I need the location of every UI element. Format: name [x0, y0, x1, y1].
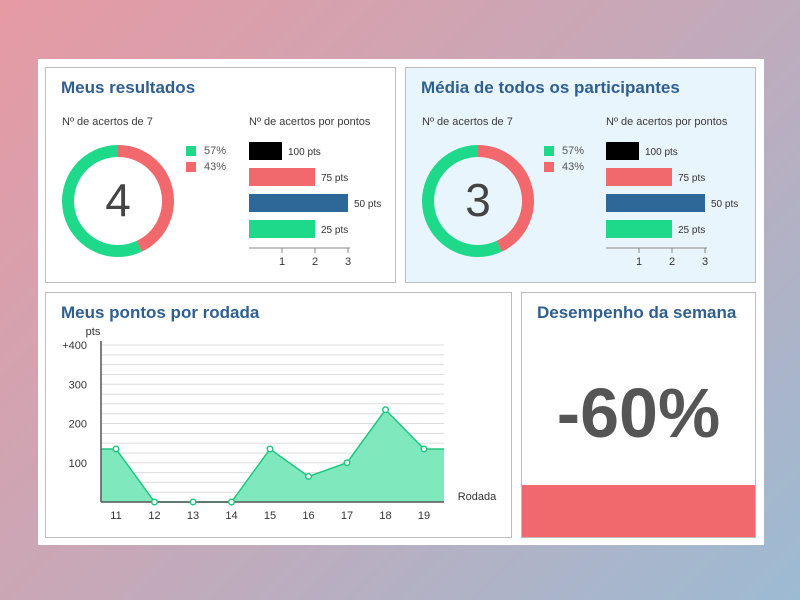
legend-swatch: [186, 162, 196, 172]
data-point-13: [189, 498, 197, 506]
y-tick-label: 100: [69, 458, 87, 470]
panel-title: Média de todos os participantes: [421, 78, 680, 97]
donut-slice-57pct: [62, 145, 142, 257]
data-point-18: [381, 406, 390, 414]
legend-red: 43%: [186, 161, 226, 173]
legend-green: 57%: [186, 145, 226, 157]
data-point-11: [112, 445, 120, 453]
data-point-15: [266, 445, 274, 453]
bar-50-pts: [606, 194, 705, 212]
bar-label: 25 pts: [678, 225, 705, 236]
x-tick-label: 15: [264, 510, 276, 522]
bar-label: 75 pts: [678, 173, 705, 184]
bar-25-pts: [606, 220, 672, 238]
bar-75-pts: [249, 168, 315, 186]
x-tick-label: 14: [225, 510, 237, 522]
panel-title: Meus resultados: [61, 78, 196, 97]
data-point-12: [150, 498, 159, 506]
panel-title: Meus pontos por rodada: [61, 303, 260, 322]
bars-heading: Nº de acertos por pontos: [606, 116, 728, 128]
bar-75-pts: [606, 168, 672, 186]
legend-label: 57%: [562, 145, 585, 157]
x-tick-label: 16: [302, 510, 314, 522]
bar-label: 75 pts: [321, 173, 348, 184]
dashboard: Meus resultados Nº de acertos de 7 4 57%…: [38, 59, 764, 545]
bar-label: 50 pts: [711, 199, 738, 210]
x-tick-label: 17: [341, 510, 353, 522]
legend-green: 57%: [544, 145, 584, 157]
x-tick-label: 1: [636, 256, 642, 268]
legend-red: 43%: [544, 161, 584, 173]
legend-swatch: [544, 146, 554, 156]
x-tick-label: 11: [110, 510, 121, 522]
hits-donut-chart: [422, 145, 534, 257]
legend-swatch: [186, 146, 196, 156]
y-tick-label: 300: [69, 379, 87, 391]
bars-heading: Nº de acertos por pontos: [249, 116, 371, 128]
legend-label: 43%: [562, 161, 585, 173]
weekly-performance-value: -60%: [556, 374, 721, 452]
x-tick-label: 12: [148, 510, 160, 522]
score-number: 3: [465, 174, 491, 226]
x-tick-label: 2: [669, 256, 675, 268]
x-tick-label: 13: [187, 510, 199, 522]
y-axis-label: pts: [86, 327, 101, 338]
hits-donut-chart: [62, 145, 174, 257]
donut-heading: Nº de acertos de 7: [422, 116, 513, 128]
performance-band: [522, 485, 755, 537]
panel-title: Desempenho da semana: [537, 303, 737, 322]
legend-label: 43%: [204, 161, 227, 173]
points-per-round-area-chart: 11 12 13 14 15 16 17 18 19 100 200 300 +400 pts Rodada: [62, 327, 497, 522]
y-tick-label: +400: [62, 340, 87, 352]
x-tick-label: 19: [418, 510, 430, 522]
x-tick-label: 3: [345, 256, 351, 268]
donut-slice-43pct: [477, 145, 534, 252]
score-number: 4: [105, 174, 131, 226]
data-point-19: [420, 445, 428, 453]
legend-label: 57%: [204, 145, 227, 157]
data-point-14: [227, 498, 236, 506]
bar-label: 100 pts: [645, 147, 678, 158]
x-axis-label: Rodada: [458, 491, 497, 503]
bar-100-pts: [249, 142, 282, 160]
bar-25-pts: [249, 220, 315, 238]
area-fill: [101, 409, 444, 502]
x-tick-label: 3: [702, 256, 708, 268]
y-tick-label: 200: [69, 419, 87, 431]
x-tick-label: 18: [379, 510, 391, 522]
average-panel: Média de todos os participantes Nº de ac…: [405, 67, 756, 283]
bar-label: 100 pts: [288, 147, 321, 158]
donut-heading: Nº de acertos de 7: [62, 116, 153, 128]
donut-slice-57pct: [422, 145, 502, 257]
data-point-17: [343, 459, 351, 467]
my-results-panel: Meus resultados Nº de acertos de 7 4 57%…: [45, 67, 396, 283]
hits-by-points-bar-chart: 100 pts 75 pts 50 pts 25 pts 1 2 3: [249, 142, 381, 268]
bar-label: 25 pts: [321, 225, 348, 236]
bar-100-pts: [606, 142, 639, 160]
weekly-performance-panel: Desempenho da semana -60%: [521, 292, 756, 538]
x-tick-label: 1: [279, 256, 285, 268]
points-per-round-panel: Meus pontos por rodada 11 12 13 14 15 16 17 18 1…: [45, 292, 512, 538]
x-tick-label: 2: [312, 256, 318, 268]
hits-by-points-bar-chart: 100 pts 75 pts 50 pts 25 pts 1 2 3: [606, 142, 738, 268]
donut-slice-43pct: [117, 145, 174, 252]
legend-swatch: [544, 162, 554, 172]
data-point-16: [304, 472, 313, 481]
bar-label: 50 pts: [354, 199, 381, 210]
bar-50-pts: [249, 194, 348, 212]
